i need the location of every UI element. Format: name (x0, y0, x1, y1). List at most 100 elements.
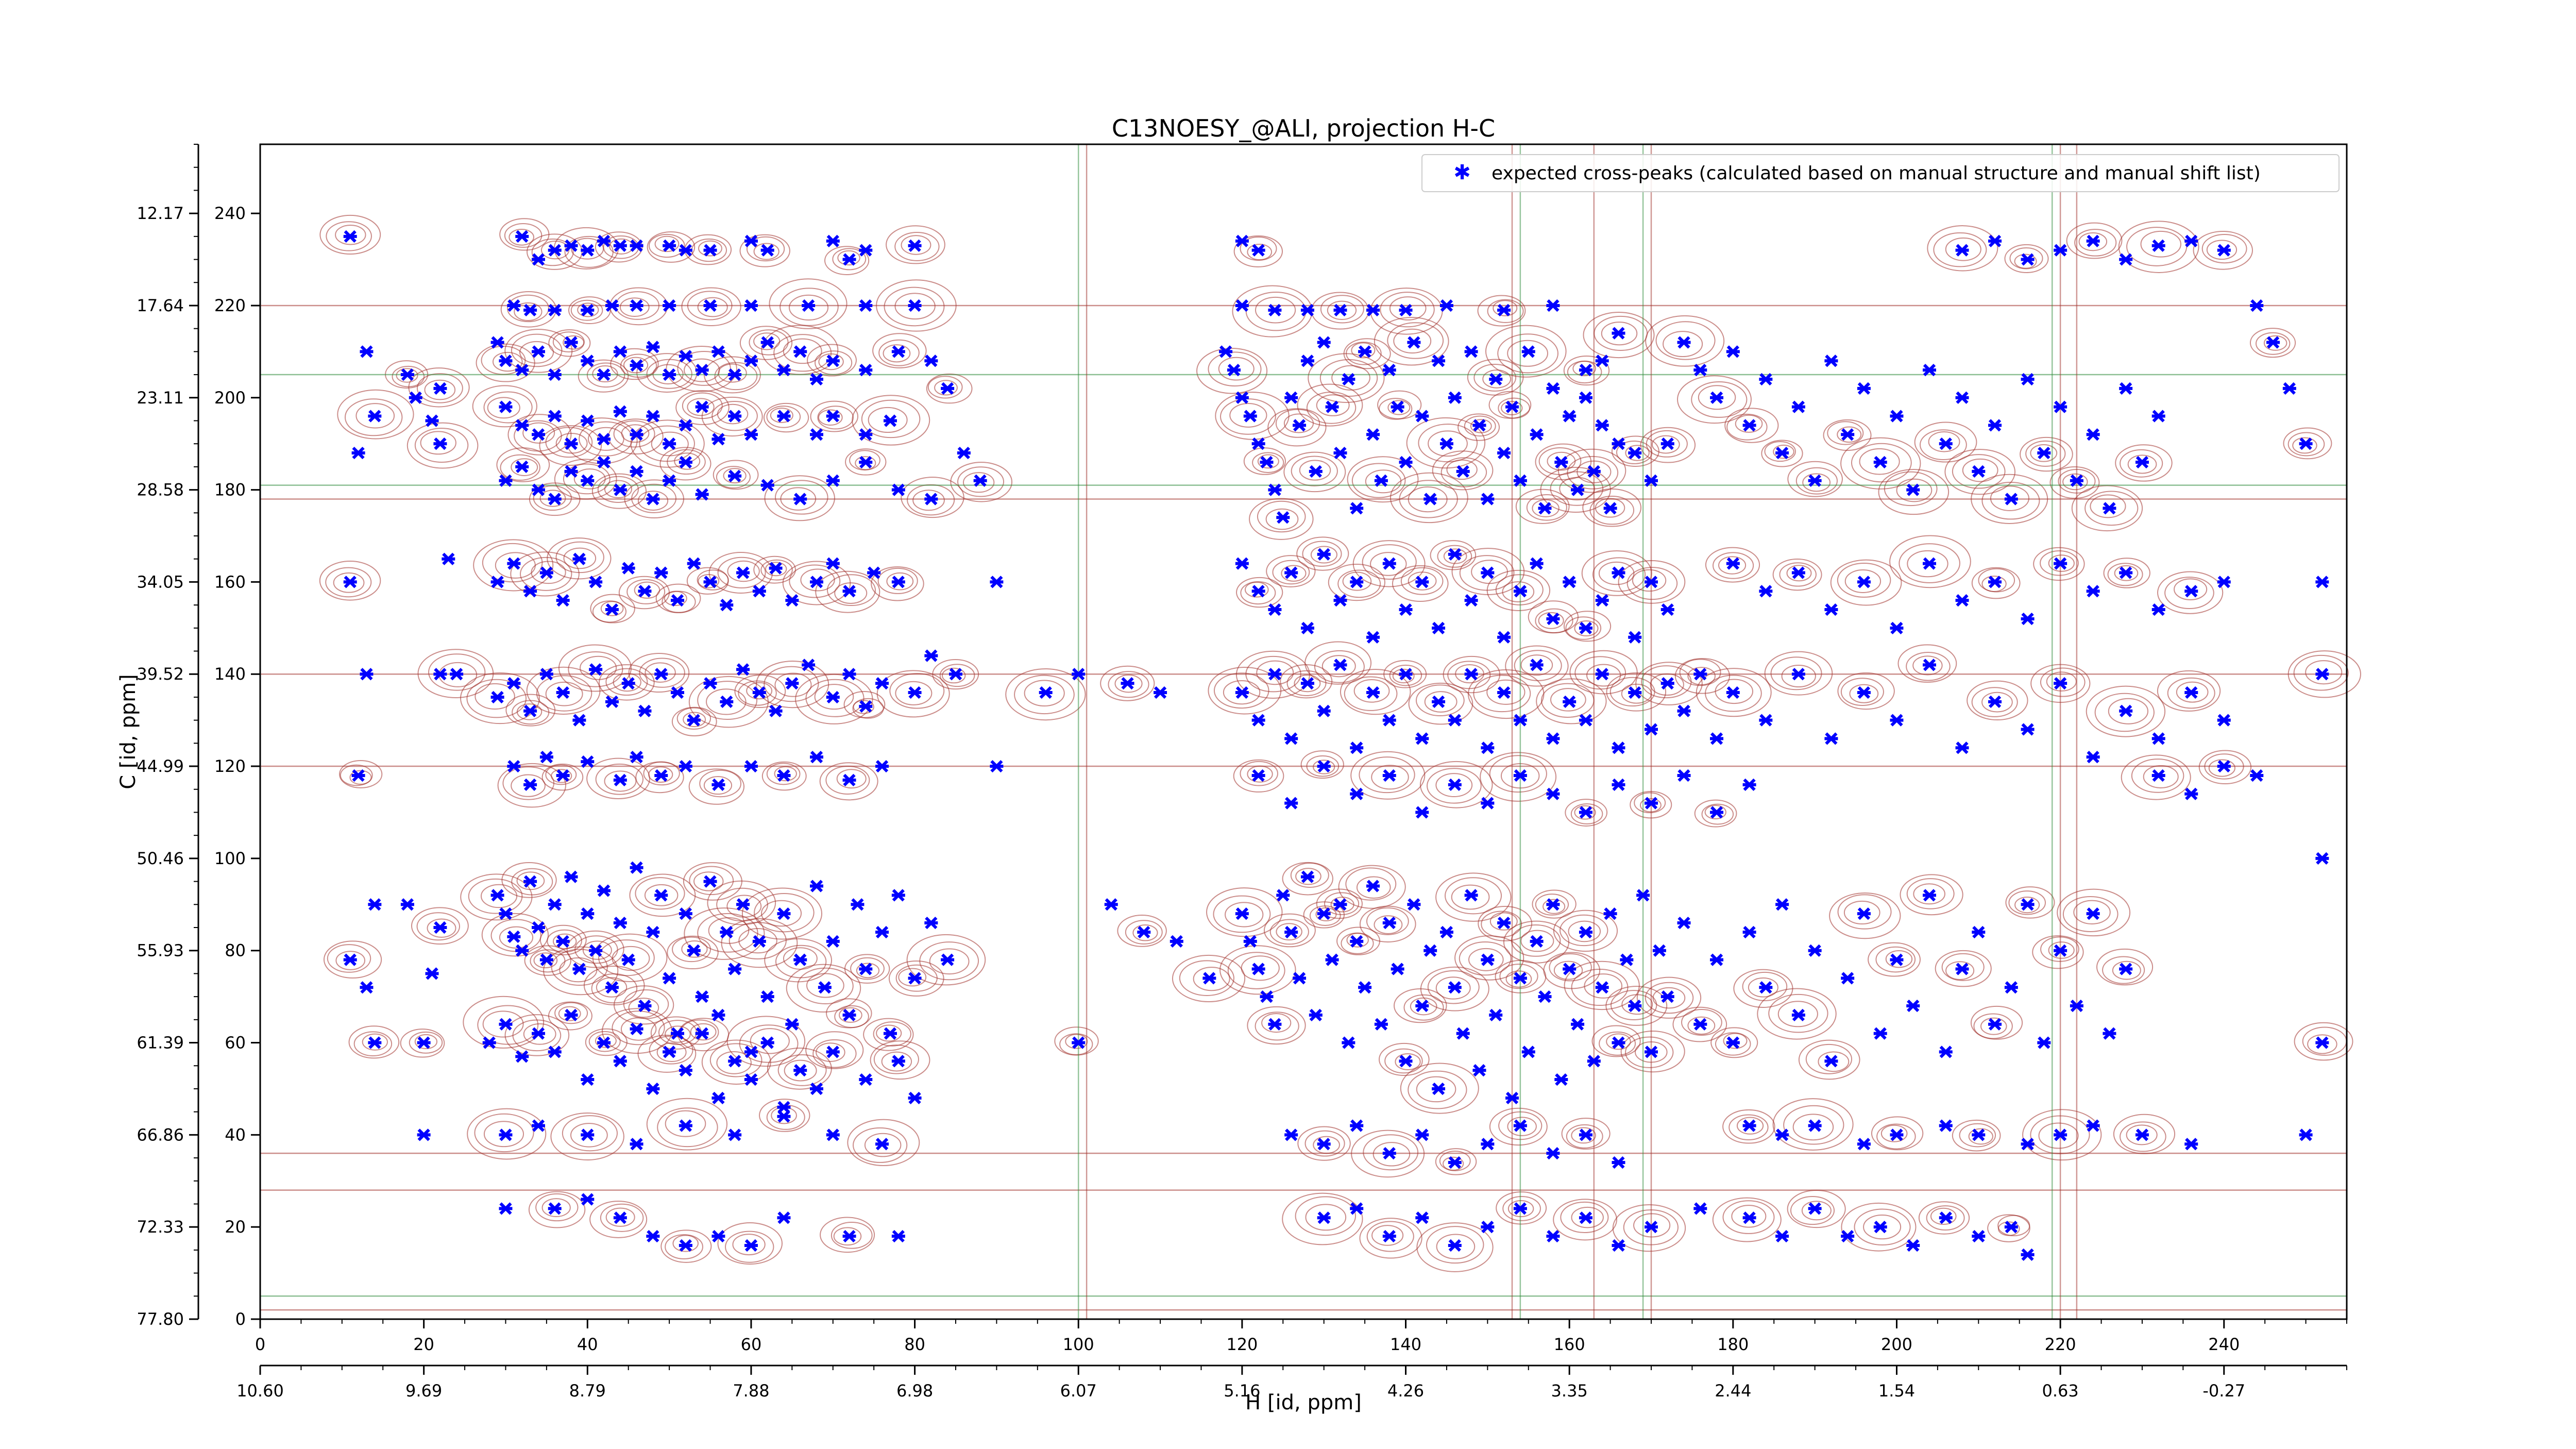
contour-ellipse (746, 682, 773, 700)
contour-ellipse (1583, 312, 1655, 359)
cross-peak-marker (482, 1036, 496, 1049)
cross-peak-marker (1325, 400, 1339, 413)
cross-peak-marker (802, 299, 816, 312)
contour-ellipse (1897, 644, 1957, 683)
cross-peak-marker (1300, 355, 1314, 367)
contour-ellipse (1280, 664, 1333, 699)
cross-peak-marker (515, 460, 529, 474)
contour-ellipse (684, 907, 765, 960)
contour-ellipse (1540, 466, 1611, 513)
contour-ellipse (2208, 759, 2235, 777)
y-ppm-tick-label: 23.11 (137, 388, 184, 408)
contour-ellipse (1687, 1016, 1716, 1035)
cross-peak-marker (1546, 299, 1560, 312)
contour-ellipse (807, 344, 857, 377)
contour-ellipse (1297, 1126, 1351, 1161)
cross-peak-marker (973, 474, 987, 487)
cross-peak-marker (1415, 410, 1429, 423)
cross-peak-marker (679, 1064, 692, 1077)
cross-peak-marker (490, 889, 504, 902)
contour-ellipse (688, 768, 745, 805)
cross-peak-marker (368, 410, 382, 423)
contour-ellipse (1773, 444, 1794, 459)
contour-ellipse (1574, 620, 1599, 637)
contour-ellipse (1959, 1123, 1996, 1148)
cross-peak-marker (744, 1046, 758, 1058)
contour-ellipse (814, 684, 854, 710)
cross-peak-marker (1693, 668, 1707, 681)
cross-peak-marker (769, 562, 783, 575)
cross-peak-marker (777, 410, 791, 423)
contour-ellipse (637, 491, 669, 511)
contour-ellipse (1941, 953, 1985, 981)
cross-peak-marker (2217, 576, 2231, 588)
contour-ellipse (894, 232, 940, 261)
contour-ellipse (2108, 698, 2149, 724)
cross-peak-marker (1612, 742, 1625, 754)
contour-ellipse (539, 490, 566, 507)
contour-ellipse (1987, 1214, 2030, 1242)
cross-peak-marker (842, 253, 856, 266)
contour-ellipse (671, 706, 717, 736)
contour-ellipse (1426, 1226, 1484, 1264)
cross-peak-marker (2299, 1128, 2313, 1141)
contour-ellipse (1918, 1201, 1970, 1235)
cross-peak-marker (605, 299, 619, 312)
cross-peak-marker (703, 299, 717, 312)
contour-ellipse (1256, 660, 1294, 685)
contour-ellipse (1978, 568, 2015, 593)
cross-peak-marker (1399, 456, 1413, 469)
cross-peak-marker (1645, 474, 1658, 487)
contour-ellipse (1818, 1051, 1850, 1072)
cross-peak-marker (1775, 898, 1789, 911)
contour-ellipse (906, 934, 986, 986)
contour-ellipse (612, 946, 650, 971)
cross-peak-marker (621, 677, 635, 690)
contour-ellipse (1837, 672, 1895, 710)
contour-ellipse (562, 1115, 618, 1152)
contour-ellipse (1342, 571, 1372, 591)
cross-peak-marker (1857, 382, 1871, 395)
contour-ellipse (1851, 443, 1912, 483)
contour-ellipse (1415, 684, 1465, 717)
cross-peak-marker (851, 898, 865, 911)
cross-peak-marker (548, 368, 562, 381)
contour-ellipse (2292, 437, 2317, 454)
contour-ellipse (1532, 889, 1577, 919)
contour-ellipse (1379, 398, 1413, 420)
cross-peak-marker (1448, 981, 1462, 994)
contour-ellipse (1432, 450, 1494, 491)
contour-ellipse (335, 951, 366, 970)
contour-ellipse (901, 235, 931, 255)
cross-peak-marker (1612, 778, 1625, 791)
cross-peak-marker (810, 373, 823, 386)
cross-peak-marker (1873, 1027, 1887, 1040)
contour-ellipse (1561, 1118, 1611, 1150)
cross-peak-marker (1382, 1147, 1396, 1160)
contour-ellipse (1255, 1012, 1299, 1041)
cross-peak-marker (2217, 760, 2231, 773)
cross-peak-marker (1857, 1138, 1871, 1151)
contour-ellipse (2062, 473, 2088, 491)
contour-ellipse (2025, 440, 2066, 467)
contour-ellipse (1538, 612, 1564, 629)
cross-peak-marker (548, 1202, 562, 1215)
contour-ellipse (1601, 322, 1638, 346)
cross-peak-marker (924, 493, 938, 506)
contour-ellipse (1563, 611, 1612, 642)
contour-ellipse (1787, 461, 1843, 497)
contour-ellipse (1535, 894, 1569, 916)
contour-ellipse (628, 653, 690, 693)
cross-peak-marker (1923, 659, 1936, 671)
contour-ellipse (1437, 545, 1472, 568)
contour-ellipse (770, 408, 793, 423)
cross-peak-marker (1939, 437, 1953, 450)
cross-peak-marker (1791, 668, 1805, 681)
cross-peak-marker (1857, 576, 1871, 588)
cross-peak-marker (1595, 981, 1609, 994)
contour-ellipse (2086, 685, 2166, 737)
contour-ellipse (2005, 886, 2055, 919)
cross-peak-marker (597, 234, 611, 247)
cross-peak-marker (2119, 963, 2133, 975)
contour-ellipse (1598, 561, 1635, 585)
